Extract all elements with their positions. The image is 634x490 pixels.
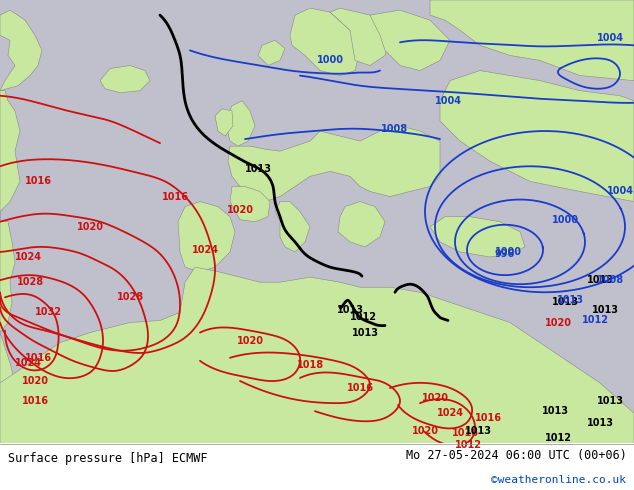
Text: 1000: 1000 bbox=[316, 55, 344, 66]
Text: 1013: 1013 bbox=[592, 305, 619, 316]
Text: 1012: 1012 bbox=[455, 441, 481, 450]
Text: 1013: 1013 bbox=[337, 305, 363, 316]
Text: 1012: 1012 bbox=[349, 313, 377, 322]
Text: 1004: 1004 bbox=[597, 33, 623, 43]
Text: 1013: 1013 bbox=[541, 406, 569, 416]
Text: 1013: 1013 bbox=[245, 164, 271, 174]
Text: 1004: 1004 bbox=[434, 96, 462, 106]
Text: 1008: 1008 bbox=[382, 124, 408, 134]
Text: 1016: 1016 bbox=[25, 176, 51, 186]
Text: 1013: 1013 bbox=[597, 396, 623, 406]
Text: 1032: 1032 bbox=[34, 307, 61, 318]
Text: 1028: 1028 bbox=[16, 277, 44, 287]
Text: 1016: 1016 bbox=[25, 353, 51, 363]
Text: 1013: 1013 bbox=[586, 275, 614, 285]
Text: 1013: 1013 bbox=[465, 426, 491, 437]
Text: 1000: 1000 bbox=[552, 215, 578, 225]
Text: 1020: 1020 bbox=[411, 426, 439, 437]
Text: 1004: 1004 bbox=[607, 187, 633, 196]
Text: 1024: 1024 bbox=[436, 408, 463, 418]
Text: 1008: 1008 bbox=[597, 275, 624, 285]
Text: 1013: 1013 bbox=[351, 328, 378, 338]
Text: 1020: 1020 bbox=[422, 393, 448, 403]
Text: 1020: 1020 bbox=[236, 336, 264, 345]
Text: 996: 996 bbox=[495, 249, 515, 259]
Text: 1016: 1016 bbox=[347, 383, 373, 393]
Text: 1016: 1016 bbox=[474, 413, 501, 423]
Text: 1020: 1020 bbox=[22, 376, 48, 386]
Text: 1016: 1016 bbox=[451, 428, 479, 439]
Text: 1024: 1024 bbox=[15, 358, 41, 368]
Text: 1018: 1018 bbox=[297, 360, 323, 370]
Text: 1013: 1013 bbox=[552, 297, 578, 307]
Text: 1024: 1024 bbox=[15, 252, 41, 262]
Text: 1000: 1000 bbox=[495, 247, 522, 257]
Text: 1024: 1024 bbox=[191, 245, 219, 255]
Text: 1016: 1016 bbox=[162, 192, 188, 201]
Text: 1020: 1020 bbox=[226, 205, 254, 215]
Text: ©weatheronline.co.uk: ©weatheronline.co.uk bbox=[491, 475, 626, 485]
Text: 1028: 1028 bbox=[117, 293, 143, 302]
Text: 1013: 1013 bbox=[586, 418, 614, 428]
Text: 1013: 1013 bbox=[557, 295, 583, 305]
Text: Surface pressure [hPa] ECMWF: Surface pressure [hPa] ECMWF bbox=[8, 452, 207, 465]
Text: 1012: 1012 bbox=[545, 434, 571, 443]
Text: 1020: 1020 bbox=[77, 222, 103, 232]
Text: 1020: 1020 bbox=[545, 318, 571, 327]
Text: 1016: 1016 bbox=[22, 396, 48, 406]
Text: Mo 27-05-2024 06:00 UTC (00+06): Mo 27-05-2024 06:00 UTC (00+06) bbox=[406, 448, 626, 462]
Text: 1012: 1012 bbox=[581, 316, 609, 325]
